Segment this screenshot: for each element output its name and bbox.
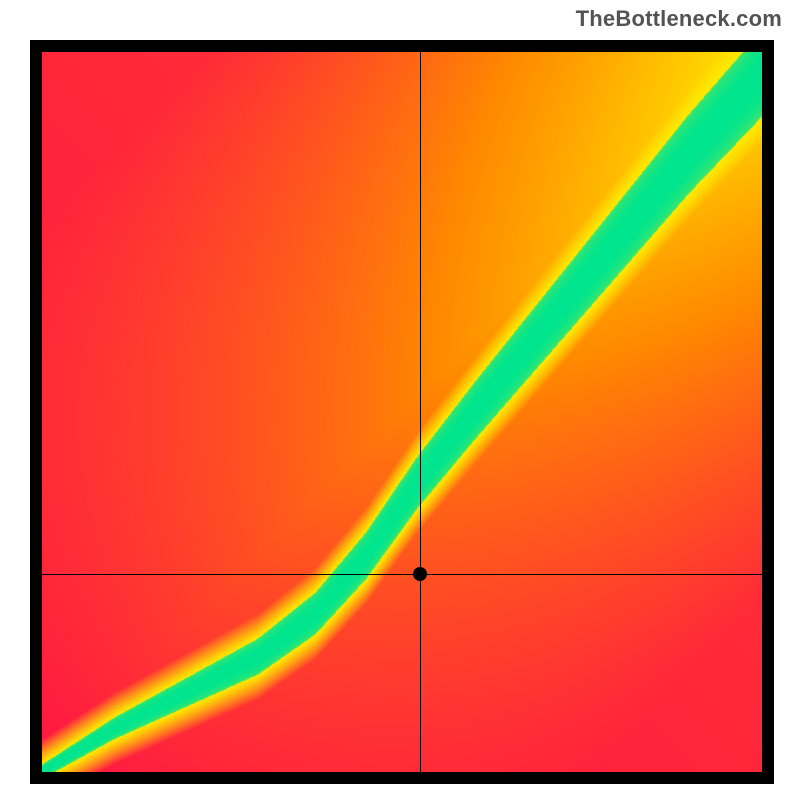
heatmap-canvas xyxy=(42,52,762,772)
frame-left xyxy=(30,40,42,784)
marker-dot xyxy=(413,567,427,581)
frame-right xyxy=(762,40,774,784)
chart-container: TheBottleneck.com xyxy=(0,0,800,800)
frame-top xyxy=(30,40,774,52)
frame-bottom xyxy=(30,772,774,784)
crosshair-vertical xyxy=(420,52,421,772)
watermark-text: TheBottleneck.com xyxy=(576,6,782,32)
crosshair-horizontal xyxy=(42,574,762,575)
